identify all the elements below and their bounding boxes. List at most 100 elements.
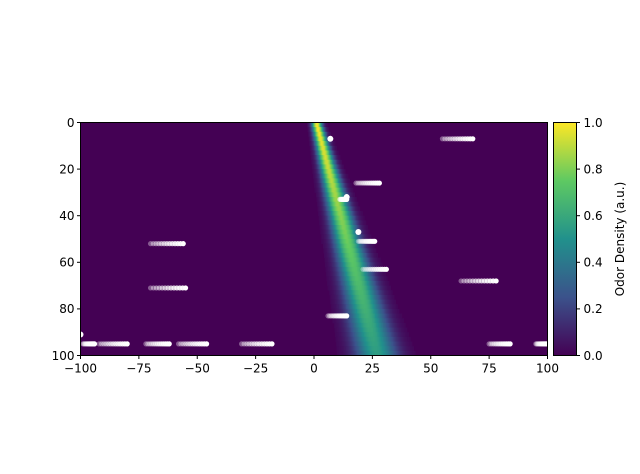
heatmap-cell [369, 322, 371, 328]
heatmap-cell [347, 252, 349, 259]
heatmap-cell [368, 234, 371, 240]
heatmap-cell [369, 234, 372, 240]
heatmap-cell [322, 211, 325, 217]
heatmap-cell [374, 248, 377, 254]
heatmap-cell [382, 327, 384, 333]
heatmap-cell [362, 336, 364, 342]
heatmap-cell [329, 206, 331, 212]
heatmap-cell [362, 318, 365, 324]
heatmap-cell [351, 239, 354, 245]
heatmap-cell [346, 243, 348, 249]
heatmap-cell [315, 183, 317, 189]
heatmap-cell [336, 341, 338, 347]
heatmap-cell [317, 164, 320, 170]
heatmap-cell [351, 299, 353, 305]
heatmap-cell [348, 304, 350, 310]
heatmap-cell [314, 173, 316, 179]
heatmap-cell [322, 150, 324, 156]
heatmap-cell [339, 215, 342, 221]
heatmap-cell [414, 350, 416, 356]
heatmap-cell [342, 290, 344, 296]
heatmap-cell [366, 257, 369, 263]
heatmap-cell [392, 294, 395, 300]
heatmap-cell [311, 164, 314, 170]
heatmap-cell [361, 211, 363, 217]
heatmap-cell [370, 243, 373, 249]
heatmap-cell [328, 271, 330, 277]
heatmap-cell [344, 220, 347, 226]
heatmap-cell [352, 308, 354, 314]
heatmap-cell [348, 243, 351, 249]
heatmap-cell [334, 187, 336, 193]
heatmap-cell [392, 313, 395, 319]
heatmap-cell [385, 327, 388, 333]
heatmap-cell [316, 159, 318, 165]
trail-point [344, 313, 350, 319]
heatmap-cell [318, 136, 320, 142]
heatmap-cell [316, 150, 318, 156]
heatmap-cell [334, 211, 337, 217]
heatmap-cell [379, 336, 382, 342]
heatmap-cell [388, 350, 391, 356]
heatmap-cell [407, 336, 410, 342]
heatmap-cell [383, 271, 385, 277]
heatmap-cell [319, 150, 322, 156]
heatmap-cell [362, 341, 365, 347]
heatmap-cell [321, 211, 324, 217]
heatmap-cell [335, 239, 337, 245]
heatmap-cell [342, 346, 344, 352]
heatmap-cell [332, 150, 335, 156]
heatmap-cell [383, 285, 386, 291]
heatmap-cell [345, 225, 347, 231]
heatmap-cell [350, 280, 352, 286]
heatmap-cell [314, 122, 316, 128]
heatmap-cell [320, 169, 323, 175]
heatmap-cell [352, 327, 354, 333]
heatmap-cell [397, 341, 400, 347]
heatmap-cell [354, 332, 357, 338]
heatmap-cell [368, 346, 370, 352]
heatmap-cell [392, 336, 395, 342]
heatmap-cell [319, 169, 321, 175]
heatmap-cell [316, 173, 318, 179]
heatmap-cell [330, 178, 333, 184]
heatmap-cell [385, 280, 387, 286]
heatmap-cell [328, 262, 331, 268]
heatmap-cell [352, 304, 355, 310]
heatmap-cell [387, 341, 390, 347]
heatmap-cell [319, 131, 322, 137]
heatmap-cell [342, 350, 345, 356]
heatmap-cell [382, 294, 384, 300]
heatmap-cell [330, 197, 333, 203]
heatmap-cell [410, 341, 413, 347]
heatmap-cell [355, 350, 358, 356]
heatmap-cell [318, 169, 320, 175]
heatmap-cell [400, 341, 402, 347]
heatmap-cell [345, 276, 347, 282]
heatmap-cell [363, 322, 365, 328]
heatmap-cell [330, 215, 332, 221]
heatmap-cell [313, 141, 316, 147]
heatmap-cell [346, 285, 348, 291]
heatmap-cell [367, 327, 369, 333]
heatmap-cell [332, 276, 334, 282]
heatmap-cell [349, 229, 351, 235]
heatmap-cell [330, 304, 333, 310]
heatmap-cell [358, 341, 360, 347]
heatmap-cell [316, 122, 319, 128]
heatmap-cell [398, 318, 401, 324]
heatmap-cell [339, 262, 341, 268]
heatmap-cell [398, 332, 400, 338]
heatmap-cell [406, 336, 409, 342]
heatmap-cell [349, 280, 351, 286]
heatmap-cell [358, 313, 361, 319]
heatmap-cell [379, 308, 381, 314]
heatmap-cell [344, 183, 346, 189]
heatmap-cell [381, 341, 384, 347]
heatmap-cell [309, 141, 311, 147]
heatmap-cell [362, 313, 364, 319]
heatmap-cell [335, 290, 337, 296]
heatmap-cell [333, 141, 336, 147]
heatmap-cell [322, 173, 324, 179]
heatmap-cell [321, 229, 323, 235]
